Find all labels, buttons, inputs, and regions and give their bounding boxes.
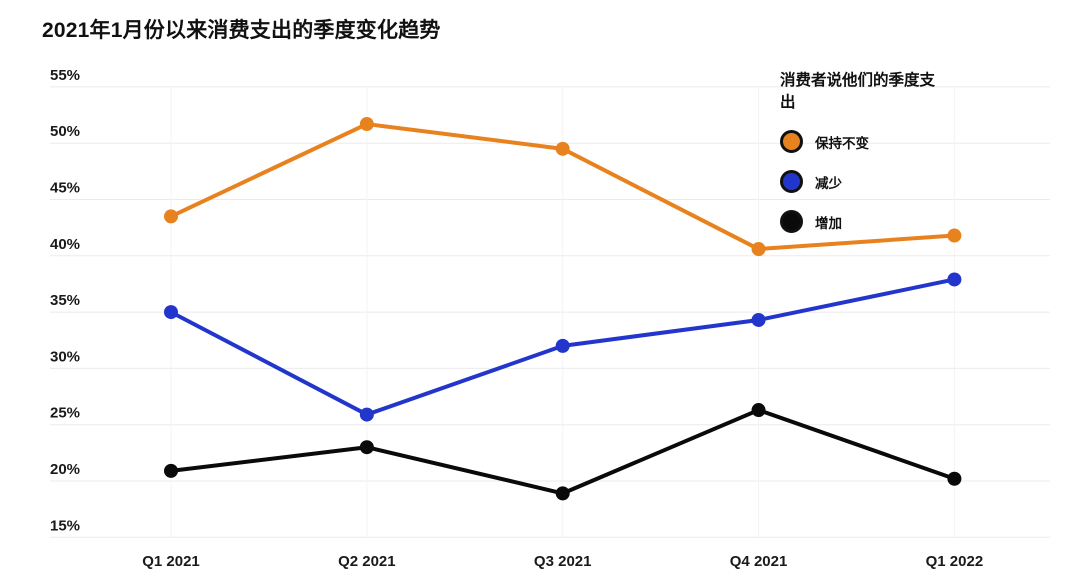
y-tick-label: 55% [50, 67, 80, 84]
x-tick-label: Q3 2021 [534, 553, 592, 570]
y-tick-label: 25% [50, 405, 80, 422]
x-tick-label: Q2 2021 [338, 553, 396, 570]
legend-item: 保持不变 [780, 130, 990, 154]
legend-swatch-icon [780, 210, 803, 234]
legend-item-label: 保持不变 [815, 135, 869, 151]
x-tick-label: Q4 2021 [730, 553, 788, 570]
data-point [555, 486, 570, 501]
legend-item: 增加 [780, 210, 990, 234]
y-tick-label: 35% [50, 292, 80, 309]
legend-item-label: 减少 [815, 175, 842, 191]
y-tick-label: 20% [50, 461, 80, 478]
data-point [751, 242, 766, 257]
data-point [751, 403, 766, 418]
data-point [947, 471, 962, 486]
chart-legend: 消费者说他们的季度支出 保持不变减少增加 [780, 70, 990, 234]
y-tick-label: 40% [50, 236, 80, 253]
data-point [947, 272, 962, 287]
legend-item-label: 增加 [815, 215, 842, 231]
data-point [359, 440, 374, 455]
data-point [164, 305, 178, 320]
x-tick-label: Q1 2022 [926, 553, 984, 570]
y-tick-label: 15% [50, 517, 80, 534]
data-point [164, 463, 178, 478]
data-point [359, 117, 374, 132]
legend-title: 消费者说他们的季度支出 [780, 72, 936, 111]
y-tick-label: 45% [50, 180, 80, 197]
data-point [947, 228, 962, 243]
legend-swatch-icon [780, 170, 803, 194]
y-tick-label: 30% [50, 348, 80, 365]
data-point [359, 407, 374, 422]
legend-swatch-icon [780, 130, 803, 154]
data-point [751, 312, 766, 327]
data-point [555, 141, 570, 156]
y-tick-label: 50% [50, 123, 80, 140]
data-point [164, 209, 178, 224]
legend-items: 保持不变 减少 增加 [780, 130, 990, 234]
x-tick-label: Q1 2021 [142, 553, 200, 570]
chart-title: 2021年1月份以来消费支出的季度变化趋势 [42, 19, 441, 42]
data-point [555, 338, 570, 353]
legend-item: 减少 [780, 170, 990, 194]
